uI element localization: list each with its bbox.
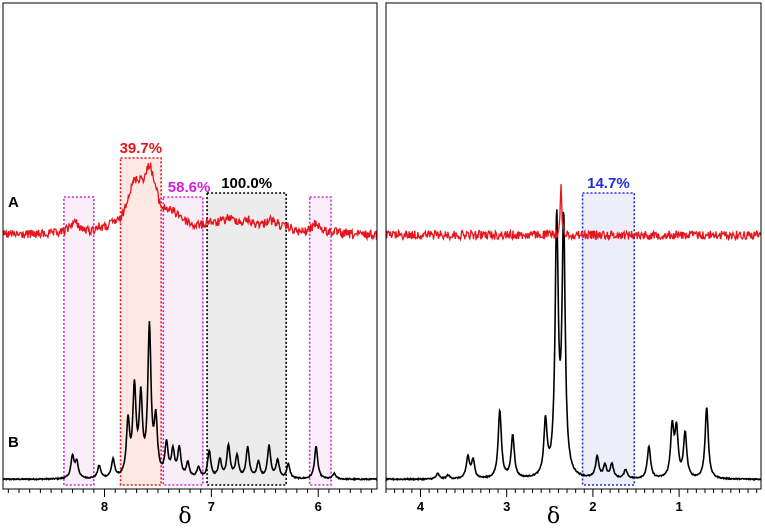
region-percent-label: 14.7% bbox=[587, 175, 630, 192]
region-percent-label: 100.0% bbox=[221, 175, 272, 192]
x-tick-label: 7 bbox=[208, 499, 215, 514]
integration-region bbox=[581, 192, 636, 486]
integration-regions bbox=[63, 157, 636, 486]
x-tick-label: 1 bbox=[675, 499, 682, 514]
integration-region bbox=[63, 196, 95, 486]
x-tick-label: 4 bbox=[417, 499, 425, 514]
x-axis-label: δ bbox=[547, 504, 560, 528]
integration-region bbox=[206, 192, 287, 486]
spectrum-trace-a bbox=[2, 162, 378, 242]
x-tick-label: 6 bbox=[315, 499, 322, 514]
x-tick-label: 8 bbox=[101, 499, 108, 514]
spectrum-trace-b bbox=[2, 321, 378, 482]
region-percent-label: 58.6% bbox=[168, 179, 211, 196]
spectrum-traces bbox=[2, 162, 762, 482]
spectrum-trace-b bbox=[385, 209, 762, 482]
integration-region bbox=[162, 196, 204, 486]
labels: 39.7% 58.6% 100.0% 8 7 6 δ A B 14.7% 4 3 2 1 δ bbox=[8, 140, 683, 528]
panel-frame bbox=[385, 2, 762, 490]
spectrum-trace-a bbox=[385, 184, 762, 242]
integration-region bbox=[308, 196, 332, 486]
series-label-b: B bbox=[8, 434, 19, 451]
axes bbox=[2, 2, 762, 497]
x-tick-label: 3 bbox=[503, 499, 510, 514]
region-percent-label: 39.7% bbox=[120, 140, 163, 157]
series-label-a: A bbox=[8, 194, 19, 211]
x-axis-label: δ bbox=[178, 504, 191, 528]
x-tick-label: 2 bbox=[589, 499, 596, 514]
